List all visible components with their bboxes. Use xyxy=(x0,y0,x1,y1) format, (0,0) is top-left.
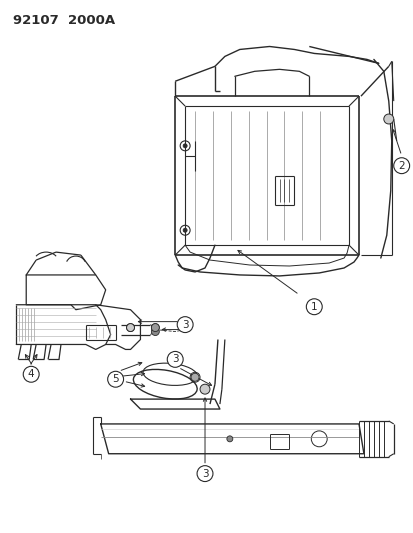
Circle shape xyxy=(183,228,187,232)
Circle shape xyxy=(191,373,199,381)
Text: 5: 5 xyxy=(112,374,119,384)
Circle shape xyxy=(23,366,39,382)
Text: 1: 1 xyxy=(310,302,317,312)
Text: 3: 3 xyxy=(171,354,178,365)
Circle shape xyxy=(177,317,192,333)
Circle shape xyxy=(126,324,134,332)
Circle shape xyxy=(180,141,190,151)
Circle shape xyxy=(151,324,159,332)
Text: 4: 4 xyxy=(28,369,34,379)
Circle shape xyxy=(226,436,232,442)
Circle shape xyxy=(201,385,209,393)
Circle shape xyxy=(393,158,408,174)
Circle shape xyxy=(199,384,209,394)
Text: 2: 2 xyxy=(397,160,404,171)
Circle shape xyxy=(306,299,321,314)
Circle shape xyxy=(183,144,187,148)
Circle shape xyxy=(151,324,159,332)
Text: 3: 3 xyxy=(181,320,188,329)
Text: 3: 3 xyxy=(201,469,208,479)
Circle shape xyxy=(180,225,190,235)
Circle shape xyxy=(126,324,134,332)
Circle shape xyxy=(151,328,159,336)
Circle shape xyxy=(383,114,393,124)
Text: 92107  2000A: 92107 2000A xyxy=(13,14,115,27)
Circle shape xyxy=(167,351,183,367)
Circle shape xyxy=(107,372,123,387)
Circle shape xyxy=(197,466,212,481)
